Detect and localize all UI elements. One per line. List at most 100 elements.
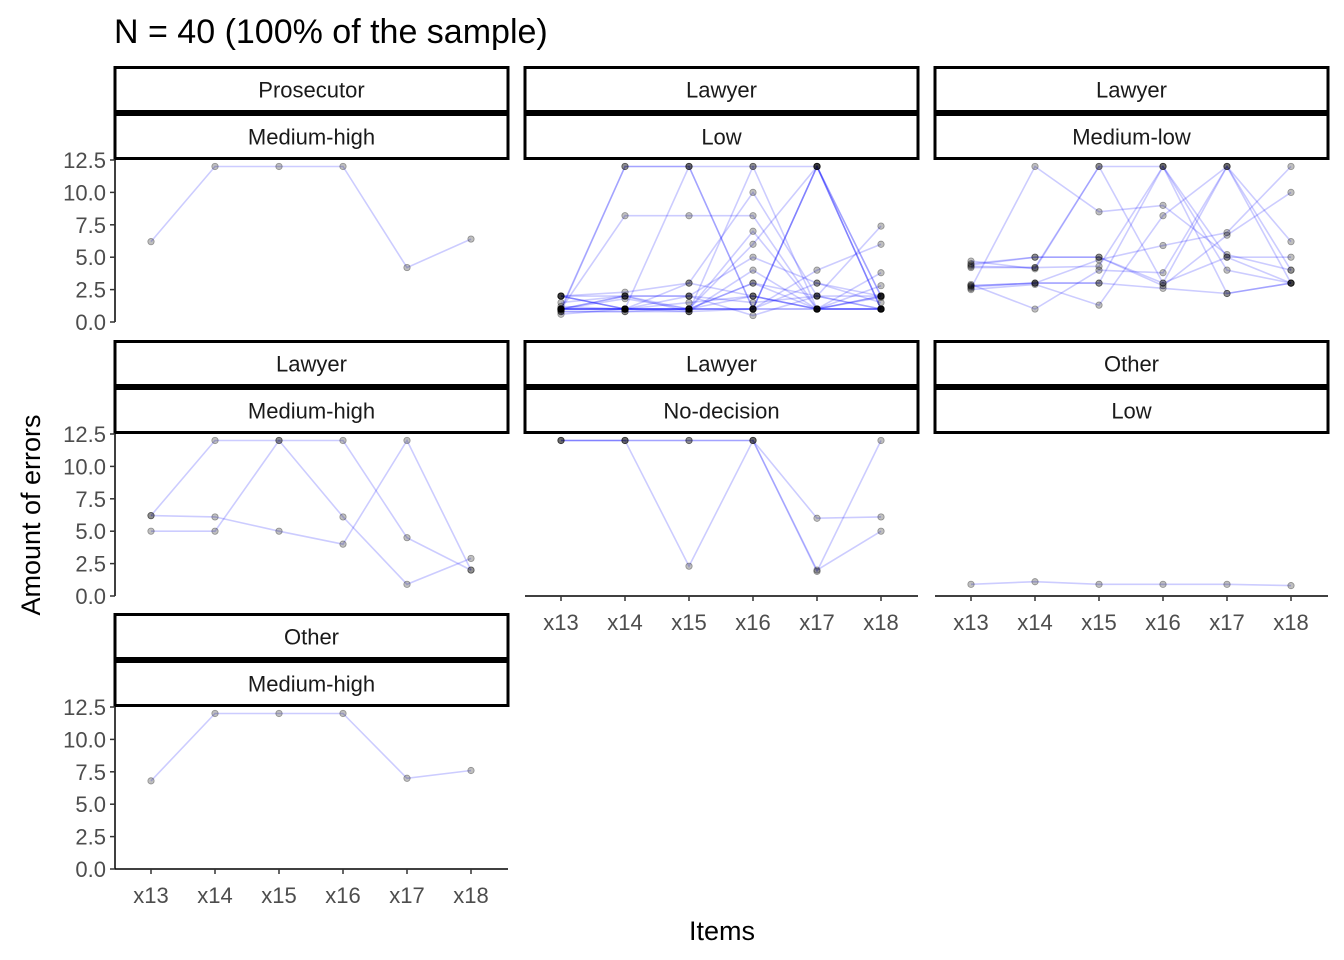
data-point [1287,279,1295,287]
series-line [150,712,472,782]
data-point [685,436,693,445]
strip-box-bottom [933,113,1330,160]
data-point [1095,279,1103,287]
x-tick-label: x16 [735,610,770,635]
data-point [685,292,693,300]
data-point [749,311,757,320]
facet-panel: Lawyer Medium-low [933,66,1330,313]
data-point [403,436,411,445]
data-point [749,436,757,445]
data-point [621,162,629,171]
strip-box-top [933,66,1330,113]
series-line [560,256,882,304]
series-line [560,214,882,310]
data-point [813,162,821,171]
data-point [813,567,821,575]
data-point [557,310,565,318]
data-point [813,292,821,300]
data-point [877,282,885,290]
data-point [749,298,757,307]
series-line [970,165,1292,285]
data-point [621,212,629,220]
data-point [1031,279,1039,287]
data-point [467,566,475,574]
data-point [557,305,565,313]
data-point [557,305,565,313]
x-tick-label: x18 [453,883,488,908]
data-point [877,305,885,313]
series-line [560,269,882,313]
data-point [1159,279,1167,287]
y-tick-label: 12.5 [63,422,106,447]
strip-box-bottom [113,387,510,434]
data-point [1223,162,1231,171]
data-point [967,260,975,268]
data-point [339,540,347,548]
data-point [749,162,757,171]
data-point [557,305,565,313]
data-point [967,262,975,270]
data-point [749,305,757,313]
data-point [813,162,821,171]
strip-label-top: Other [1104,352,1159,377]
y-tick-label: 0.0 [75,310,106,335]
data-point [685,308,693,316]
strip-label-bottom: Low [701,125,741,150]
x-tick-label: x14 [607,610,642,635]
strip-label-bottom: Medium-low [1072,125,1191,150]
series-line [560,164,882,311]
data-point [1031,263,1039,272]
data-point [339,513,347,521]
data-point [813,279,821,287]
series-line [971,164,1292,284]
data-point [685,305,693,313]
data-point [877,513,885,521]
data-point [1159,162,1167,171]
data-point [1287,279,1295,287]
data-point [813,162,821,171]
data-point [557,305,565,313]
data-point [685,162,693,171]
data-point [685,162,693,171]
data-point [1031,578,1039,586]
facet-panels: Prosecutor Medium-high 0.0 2.5 5.0 7.5 10.0 12.… [63,66,1330,908]
data-point [557,292,565,300]
data-point [813,305,821,313]
data-point [749,305,757,313]
data-point [685,298,693,307]
strip-label-bottom: Low [1111,399,1151,424]
data-point [621,288,629,296]
strip-box-bottom [933,387,1330,434]
data-point [749,305,757,313]
x-tick-label: x15 [1081,610,1116,635]
series-line [561,164,882,310]
data-point [621,308,629,316]
data-point [685,305,693,313]
y-tick-label: 2.5 [75,278,106,303]
data-point [1223,251,1231,259]
data-point [877,305,885,313]
data-point [877,305,885,313]
strip-box-top [113,613,510,660]
data-point [621,436,629,445]
data-point [685,305,693,313]
data-point [1095,279,1103,287]
series-line [970,580,1292,587]
data-point [403,580,411,588]
series-line [561,164,882,310]
series-line [970,164,1292,288]
data-point [467,554,475,563]
strip-label-top: Lawyer [686,352,757,377]
data-point [967,285,975,294]
y-tick-label: 5.0 [75,245,106,270]
x-tick-label: x18 [1273,610,1308,635]
series-line [561,439,882,572]
y-tick-label: 10.0 [63,454,106,479]
data-point [1223,162,1231,171]
data-point [813,305,821,313]
series-line [970,165,1292,289]
data-point [685,305,693,313]
strip-box-bottom [113,113,510,160]
x-tick-label: x16 [325,883,360,908]
